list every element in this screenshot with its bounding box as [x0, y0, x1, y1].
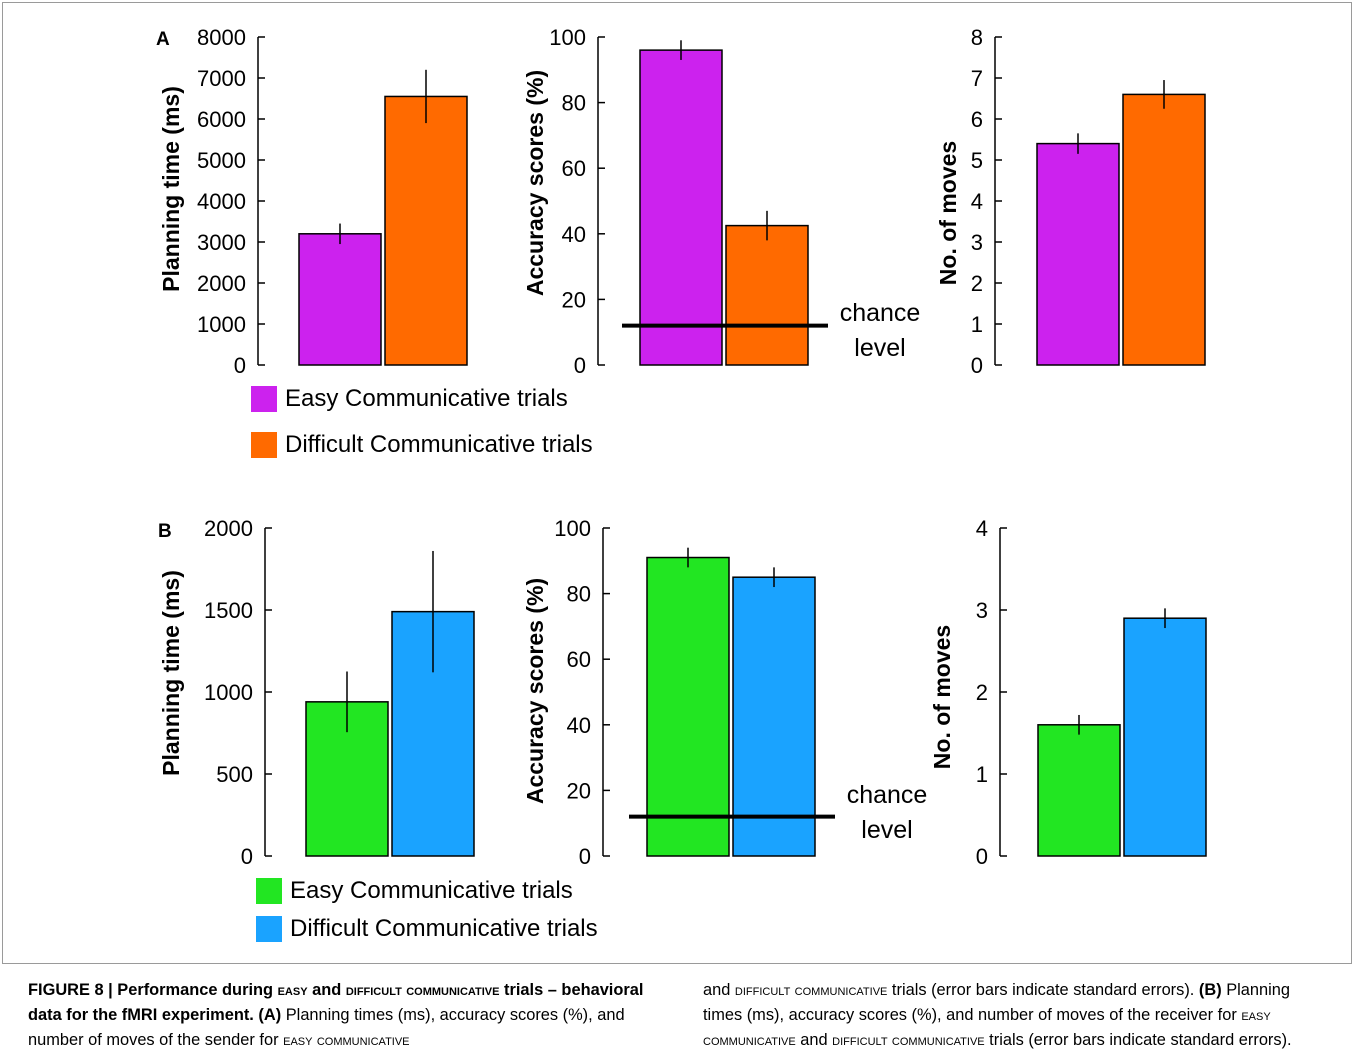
y-tick-label: 0 [971, 353, 983, 378]
caption-text-a: Planning times (ms), accuracy scores (%)… [28, 1006, 625, 1049]
y-tick-label: 100 [554, 516, 591, 541]
y-tick-label: 40 [567, 713, 591, 738]
legend-a-easy-swatch [251, 386, 277, 412]
y-tick-label: 1000 [197, 312, 246, 337]
legend-a-easy: Easy Communicative trials [251, 385, 568, 413]
chance-level-label: chance [840, 299, 921, 327]
y-tick-label: 20 [567, 778, 591, 803]
y-tick-label: 4000 [197, 189, 246, 214]
caption-tag-a: (A) [253, 1006, 282, 1024]
caption-figure-label: FIGURE 8 | Performance during [28, 981, 278, 999]
bar [1037, 724, 1121, 857]
y-tick-label: 3 [971, 230, 983, 255]
y-axis-label: Planning time (ms) [158, 86, 184, 292]
legend-b-easy-swatch [256, 878, 282, 904]
legend-a-easy-label: Easy Communicative trials [285, 385, 568, 412]
panel-label-a: A [156, 29, 170, 50]
chance-level-label: chance [847, 781, 928, 809]
caption-term-difficult: DIFFICULT COMMUNICATIVE [345, 982, 500, 999]
y-tick-label: 0 [574, 353, 586, 378]
y-tick-label: 2 [976, 680, 988, 705]
chance-level-label: level [854, 334, 905, 362]
bar [298, 233, 382, 366]
y-tick-label: 4 [971, 189, 983, 214]
caption-term-difficult-communicative: DIFFICULT COMMUNICATIVE [734, 982, 888, 999]
y-axis-label: No. of moves [935, 141, 961, 285]
bar [1036, 142, 1120, 366]
y-tick-label: 8 [971, 25, 983, 50]
y-tick-label: 0 [579, 844, 591, 869]
caption-text: trials (error bars indicate standard err… [887, 981, 1199, 999]
y-axis-label: Planning time (ms) [158, 570, 184, 776]
caption-text: and [307, 981, 346, 999]
y-tick-label: 20 [562, 287, 586, 312]
caption-title: trials – behavioral data for the fMRI ex… [28, 981, 644, 1024]
y-axis-label: Accuracy scores (%) [522, 70, 548, 296]
legend-a-difficult-label: Difficult Communicative trials [285, 431, 593, 458]
legend-a-difficult: Difficult Communicative trials [251, 431, 593, 459]
legend-a-difficult-swatch [251, 432, 277, 458]
caption-term-easy-communicative: EASY COMMUNICATIVE [283, 1032, 410, 1049]
y-tick-label: 7 [971, 66, 983, 91]
legend-b-easy-label: Easy Communicative trials [290, 877, 573, 904]
chance-level-label: level [861, 816, 912, 844]
figure-panel: 0 1000 2000 3000 4000 5000 6000 7000 8000 Plannin… [2, 2, 1352, 964]
y-tick-label: 500 [216, 762, 253, 787]
y-tick-label: 40 [562, 222, 586, 247]
y-tick-label: 60 [562, 156, 586, 181]
bar [384, 95, 468, 366]
bar [725, 224, 809, 366]
y-tick-label: 1000 [204, 680, 253, 705]
caption-text: trials (error bars indicate standard err… [984, 1031, 1292, 1049]
y-tick-label: 60 [567, 647, 591, 672]
legend-b-difficult-swatch [256, 916, 282, 942]
y-tick-label: 0 [241, 844, 253, 869]
y-tick-label: 7000 [197, 66, 246, 91]
y-tick-label: 1 [971, 312, 983, 337]
caption-column-right: and DIFFICULT COMMUNICATIVE trials (erro… [703, 978, 1328, 1053]
caption-tag-b: (B) [1198, 981, 1222, 999]
figure-charts: 010002000300040005000600070008000Plannin… [156, 25, 1207, 869]
y-tick-label: 5 [971, 148, 983, 173]
y-tick-label: 5000 [197, 148, 246, 173]
caption-text: and [703, 981, 735, 999]
y-tick-label: 4 [976, 516, 988, 541]
bar [639, 49, 723, 366]
legend-b-difficult-label: Difficult Communicative trials [290, 915, 598, 942]
y-tick-label: 6 [971, 107, 983, 132]
bar [1122, 93, 1206, 366]
y-tick-label: 2 [971, 271, 983, 296]
caption-column-left: FIGURE 8 | Performance during EASY and D… [28, 978, 653, 1053]
y-tick-label: 2000 [204, 516, 253, 541]
caption-text-b: Planning times (ms), accuracy scores (%)… [703, 981, 1291, 1024]
y-tick-label: 100 [549, 25, 586, 50]
y-tick-label: 80 [567, 582, 591, 607]
figure-caption: FIGURE 8 | Performance during EASY and D… [28, 978, 1328, 1053]
y-tick-label: 1500 [204, 598, 253, 623]
y-tick-label: 3000 [197, 230, 246, 255]
caption-term-easy: EASY [277, 982, 308, 999]
y-axis-label: No. of moves [929, 625, 955, 769]
legend-b-difficult: Difficult Communicative trials [256, 915, 598, 943]
y-tick-label: 80 [562, 91, 586, 116]
bar [646, 556, 730, 857]
y-tick-label: 3 [976, 598, 988, 623]
y-tick-label: 1 [976, 762, 988, 787]
y-tick-label: 2000 [197, 271, 246, 296]
y-tick-label: 8000 [197, 25, 246, 50]
bar [732, 576, 816, 857]
caption-term-difficult-communicative: DIFFICULT COMMUNICATIVE [832, 1032, 985, 1049]
legend-b-easy: Easy Communicative trials [256, 877, 573, 905]
y-tick-label: 0 [234, 353, 246, 378]
bar [1123, 617, 1207, 857]
y-tick-label: 0 [976, 844, 988, 869]
caption-text: and [795, 1031, 833, 1049]
y-tick-label: 6000 [197, 107, 246, 132]
panel-label-b: B [158, 521, 172, 542]
caption-term-easy-communicative: EASY COMMUNICATIVE [703, 1007, 1271, 1049]
y-axis-label: Accuracy scores (%) [522, 578, 548, 804]
